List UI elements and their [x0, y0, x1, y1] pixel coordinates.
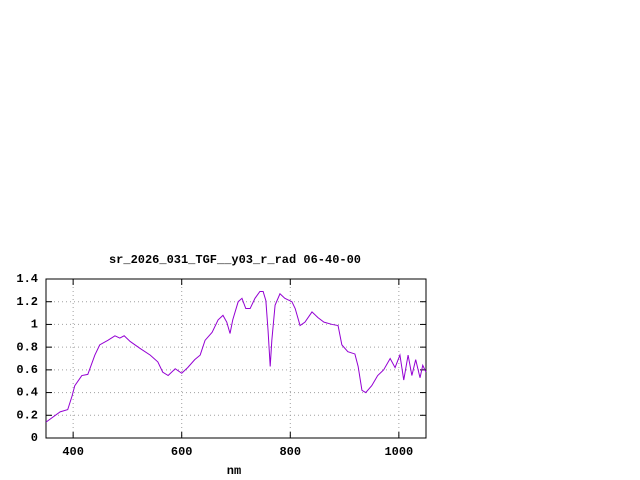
chart-title: sr_2026_031_TGF__y03_r_rad 06-40-00	[109, 253, 361, 267]
x-tick-label: 400	[62, 445, 84, 459]
y-tick-label: 1.4	[16, 272, 38, 286]
y-tick-label: 0.8	[16, 340, 38, 354]
y-tick-label: 0.2	[16, 408, 38, 422]
y-tick-label: 0	[31, 431, 38, 445]
plot-frame	[45, 278, 427, 439]
y-tick-label: 0.6	[16, 363, 38, 377]
y-tick-label: 0.4	[16, 386, 38, 400]
y-tick-label: 1	[31, 318, 38, 332]
data-line	[45, 290, 427, 423]
x-axis-label: nm	[227, 464, 241, 478]
y-tick-label: 1.2	[16, 295, 38, 309]
x-tick-label: 1000	[384, 445, 413, 459]
x-tick-label: 800	[279, 445, 301, 459]
x-tick-label: 600	[171, 445, 193, 459]
